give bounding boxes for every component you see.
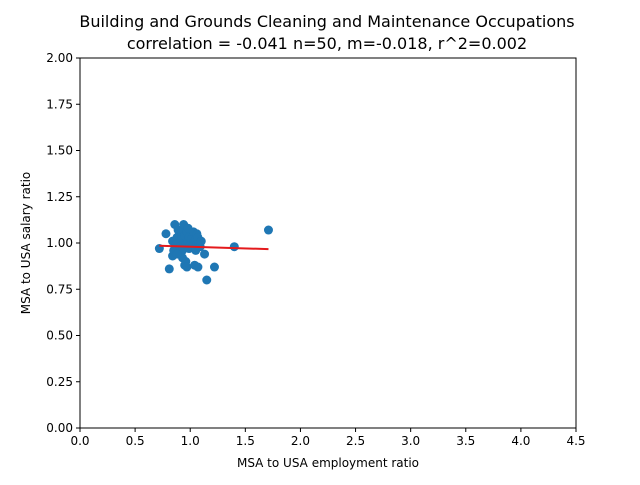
scatter-point: [202, 275, 212, 285]
scatter-point: [182, 262, 192, 272]
tick-layer: 0.0 0.5 1.0 1.5 2.0 2.5 3.0 3.5 4.0 4.5 0.00 0.25 0.…: [46, 51, 585, 448]
y-tick-label: 1.75: [46, 97, 73, 111]
x-axis-label: MSA to USA employment ratio: [237, 456, 419, 470]
scatter-point: [172, 249, 182, 259]
regression-line: [159, 244, 269, 251]
x-tick-label: 1.5: [236, 434, 255, 448]
scatter-point: [263, 225, 273, 235]
chart-subtitle: correlation = -0.041 n=50, m=-0.018, r^2…: [127, 34, 527, 53]
chart-title: Building and Grounds Cleaning and Mainte…: [79, 12, 574, 31]
y-tick-label: 0.50: [46, 329, 73, 343]
y-tick-label: 0.25: [46, 375, 73, 389]
scatter-point: [200, 249, 210, 259]
scatter-point: [209, 262, 219, 272]
y-tick-label: 0.00: [46, 421, 73, 435]
y-tick-label: 0.75: [46, 282, 73, 296]
x-tick-label: 2.5: [346, 434, 365, 448]
y-tick-label: 1.00: [46, 236, 73, 250]
x-tick-label: 4.0: [511, 434, 530, 448]
scatter-point: [193, 262, 203, 272]
x-tick-label: 3.0: [401, 434, 420, 448]
scatter-point: [229, 242, 239, 252]
scatter-point: [183, 223, 193, 233]
scatter-point: [161, 229, 171, 239]
y-axis-label: MSA to USA salary ratio: [19, 172, 33, 315]
x-tick-label: 1.0: [181, 434, 200, 448]
plot-area-frame: [79, 57, 577, 429]
y-tick-label: 1.50: [46, 144, 73, 158]
scatter-point: [196, 236, 206, 246]
fit-line-layer: [159, 244, 269, 251]
x-tick-label: 4.5: [566, 434, 585, 448]
x-tick-label: 0.5: [126, 434, 145, 448]
x-tick-label: 0.0: [70, 434, 89, 448]
scatter-point: [164, 264, 174, 274]
x-tick-label: 3.5: [456, 434, 475, 448]
y-tick-label: 2.00: [46, 51, 73, 65]
y-tick-label: 1.25: [46, 190, 73, 204]
x-tick-label: 2.0: [291, 434, 310, 448]
